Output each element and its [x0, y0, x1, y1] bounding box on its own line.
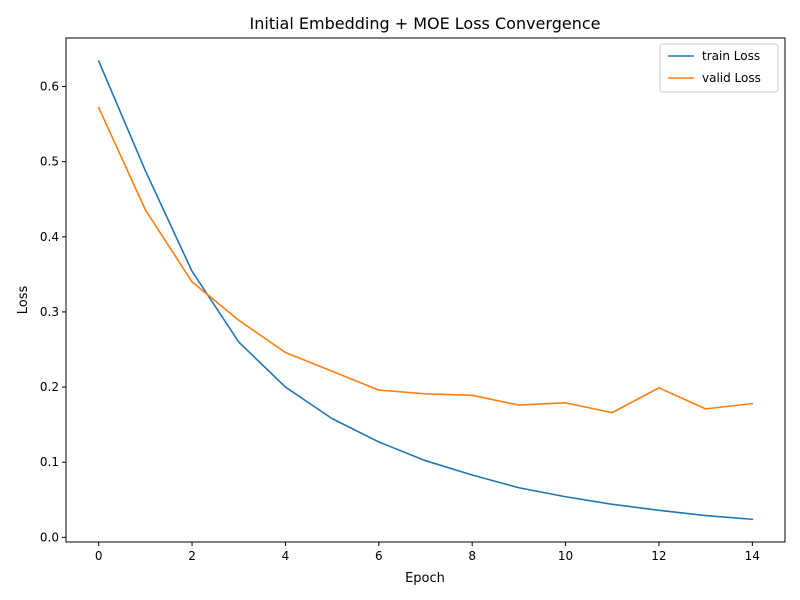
y-tick-label: 0.3 — [40, 305, 59, 319]
series-line-valid — [97, 106, 754, 414]
y-tick-label: 0.0 — [40, 530, 59, 544]
x-tick-label: 12 — [651, 549, 666, 563]
plot-area — [65, 37, 786, 543]
y-tick-label: 0.6 — [40, 80, 59, 94]
chart-title: Initial Embedding + MOE Loss Convergence — [250, 14, 601, 33]
y-axis: 0.0 0.1 0.2 0.3 0.4 0.5 0.6 — [40, 80, 66, 544]
plot-frame — [65, 37, 786, 543]
legend: train Loss valid Loss — [659, 43, 779, 93]
x-tick-label: 10 — [558, 549, 573, 563]
x-tick-label: 8 — [468, 549, 476, 563]
legend-label-train: train Loss — [702, 49, 760, 63]
x-tick-label: 4 — [282, 549, 290, 563]
legend-label-valid: valid Loss — [702, 71, 761, 85]
series-lines — [97, 59, 754, 521]
y-tick-label: 0.2 — [40, 380, 59, 394]
x-tick-label: 0 — [95, 549, 103, 563]
x-tick-label: 6 — [375, 549, 383, 563]
x-tick-label: 14 — [745, 549, 760, 563]
x-axis: 0 2 4 6 8 10 12 14 — [95, 542, 760, 563]
y-tick-label: 0.1 — [40, 455, 59, 469]
x-axis-label: Epoch — [405, 571, 445, 586]
y-tick-label: 0.4 — [40, 230, 59, 244]
x-tick-label: 2 — [188, 549, 196, 563]
y-axis-label: Loss — [16, 286, 31, 315]
y-tick-label: 0.5 — [40, 155, 59, 169]
